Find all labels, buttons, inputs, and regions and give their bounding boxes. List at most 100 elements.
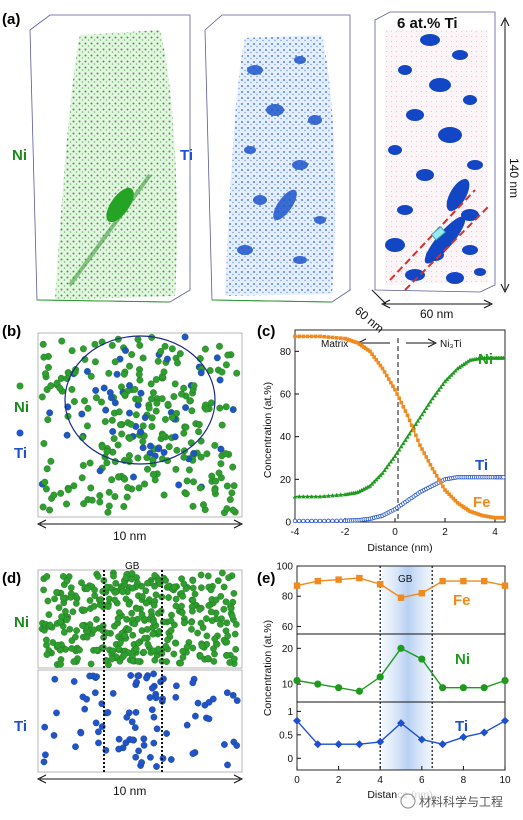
chart-c-point-fe	[368, 349, 372, 354]
chart-c-point-ni	[386, 462, 391, 467]
gb-boundaries-d	[103, 570, 163, 772]
chart-c-point-ni	[453, 368, 458, 373]
gb-shade	[382, 566, 434, 770]
chart-c-point-ni	[388, 459, 394, 464]
chart-c-point-ni	[301, 494, 306, 499]
chart-c-point-ni	[317, 494, 323, 499]
chart-c-point-ti	[296, 518, 302, 524]
chart-c-point-ni	[421, 408, 427, 414]
chart-c-point-ni	[330, 493, 335, 498]
chart-c-xtick-label: -4	[291, 527, 300, 538]
chart-e-xtick-label: 4	[377, 775, 383, 786]
chart-e-xtick-label: 10	[499, 775, 511, 786]
dimension-arrows	[371, 16, 510, 309]
chart-c-point-ni	[424, 405, 429, 410]
chart-c-point-fe	[397, 396, 401, 401]
chart-c-point-fe	[430, 466, 435, 471]
legend-ni-dot	[16, 382, 24, 390]
chart-c-xlabel: Distance (nm)	[367, 542, 432, 554]
chart-c-point-ni	[442, 379, 448, 384]
chart-c-point-ni	[380, 470, 385, 475]
chart-c-point-fe	[318, 334, 322, 339]
chart-c-point-ti	[501, 475, 506, 480]
chart-c-point-fe	[486, 514, 491, 519]
chart-c-point-ni	[326, 493, 331, 498]
chart-c-point-fe	[380, 366, 385, 371]
chart-c-point-ni	[438, 384, 444, 389]
chart-e-xtick-label: 6	[419, 775, 425, 786]
dim-width: 60 nm	[420, 307, 453, 321]
panel-label-e: (e)	[257, 570, 275, 587]
chart-c-point-ti	[334, 518, 339, 523]
chart-c-point-ti	[313, 518, 319, 524]
chart-c-point-ni	[313, 494, 319, 499]
chart-e-ytick-label: 10	[282, 680, 294, 691]
chart-e-point-ni	[480, 684, 488, 692]
gb-label-d: GB	[125, 561, 140, 572]
chart-e-point-fe	[460, 577, 467, 585]
series-label-c-fe: Fe	[473, 494, 491, 511]
chart-c-point-fe	[386, 377, 391, 381]
series-label-e-fe: Fe	[453, 592, 471, 609]
chart-c-point-fe	[457, 502, 462, 507]
scale-label-d: 10 nm	[113, 784, 146, 798]
chart-e-point-ni	[439, 684, 447, 692]
chart-c-point-fe	[445, 490, 449, 494]
chart-c-point-fe	[359, 343, 364, 348]
atom-map-d-ni	[38, 569, 240, 669]
chart-e-ytick-label: 0	[287, 754, 293, 765]
chart-e-point-ni	[376, 673, 384, 681]
chart-c: Matrix Ni₃Ti Concentration (at.%) Distan…	[262, 329, 506, 554]
chart-c-point-ni	[449, 372, 454, 377]
chart-c-point-ni	[432, 393, 437, 398]
chart-c-point-fe	[378, 363, 383, 368]
chart-c-point-ni	[405, 434, 410, 439]
chart-c-point-ti	[305, 518, 310, 524]
chart-c-point-ni	[394, 450, 400, 455]
chart-c-point-fe	[384, 373, 389, 378]
chart-c-point-ni	[376, 475, 381, 480]
chart-c-point-fe	[482, 514, 487, 518]
chart-c-point-ni	[305, 494, 310, 499]
chart-c-point-fe	[409, 423, 414, 428]
chart-c-ytick-label: 60	[280, 390, 292, 401]
chart-c-point-ni	[417, 415, 423, 420]
chart-c-point-fe	[370, 352, 374, 356]
chart-c-point-fe	[334, 336, 339, 340]
scale-bar-b	[36, 519, 244, 529]
chart-e-point-ni	[335, 684, 343, 692]
chart-e-xtick-label: 2	[336, 775, 342, 786]
chart-c-point-fe	[411, 428, 416, 433]
dim-depth: 60 nm	[352, 304, 387, 336]
chart-e-point-ni	[418, 655, 426, 663]
legend-ti-d: Ti	[14, 718, 27, 735]
chart-e-point-ti	[355, 740, 364, 749]
chart-c-point-ni	[357, 488, 362, 494]
series-label-e-ni: Ni	[455, 651, 470, 668]
chart-c-ytick-label: 40	[280, 432, 292, 443]
chart-c-frame	[294, 329, 506, 523]
chart-c-point-fe	[476, 512, 481, 516]
chart-c-point-fe	[309, 334, 314, 339]
chart-e-point-ti	[459, 733, 468, 742]
chart-c-point-ni	[428, 399, 433, 404]
chart-c-point-fe	[424, 455, 429, 459]
scale-bar-d	[36, 774, 244, 784]
chart-c-point-ni	[426, 402, 431, 407]
chart-c-point-fe	[422, 451, 426, 455]
chart-c-point-ni	[436, 387, 441, 392]
chart-c-point-fe	[501, 515, 506, 520]
chart-c-point-ni	[367, 483, 373, 488]
chart-c-point-fe	[461, 505, 466, 509]
chart-c-point-fe	[403, 409, 408, 413]
chart-c-point-ni	[457, 364, 462, 369]
chart-c-point-fe	[305, 334, 310, 339]
chart-c-point-fe	[393, 387, 397, 392]
chart-c-point-fe	[489, 515, 493, 519]
series-label-c-ti: Ti	[475, 457, 488, 474]
chart-c-point-ni	[392, 453, 398, 458]
chart-c-point-fe	[426, 459, 431, 463]
label-ni3ti: Ni₃Ti	[440, 339, 461, 350]
chart-c-point-fe	[357, 342, 362, 347]
atom-map-b	[38, 333, 241, 517]
